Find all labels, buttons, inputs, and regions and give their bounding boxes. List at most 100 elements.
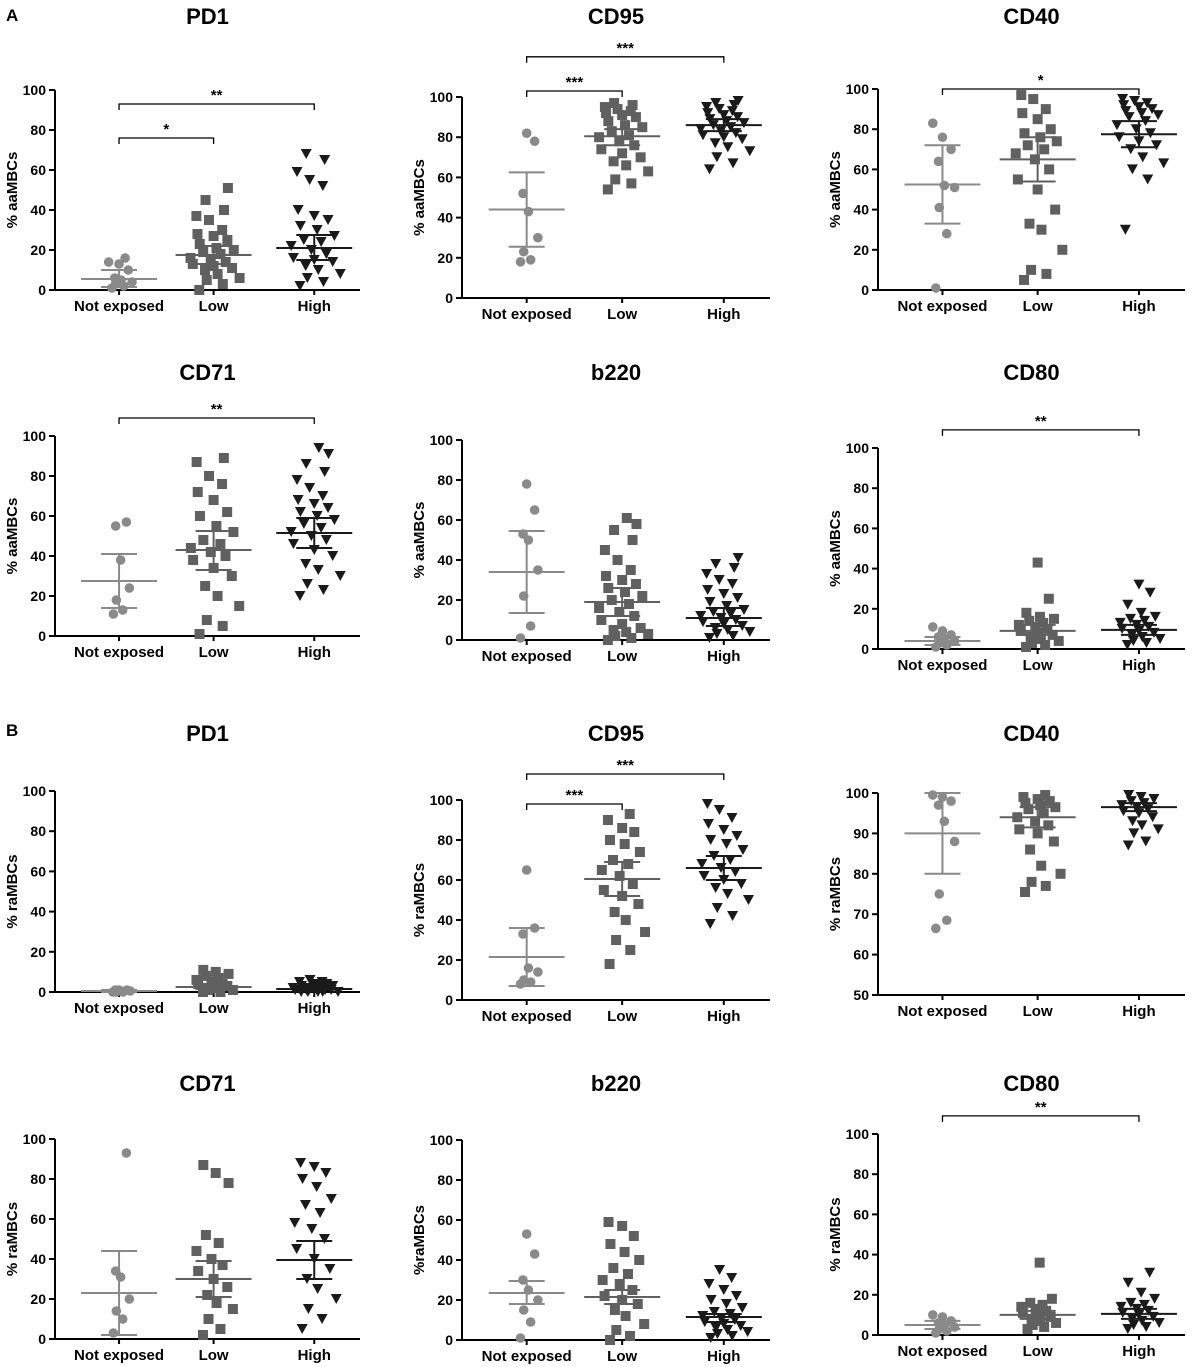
y-tick-label: 100 <box>846 785 870 801</box>
x-tick-label: High <box>707 1008 740 1025</box>
data-point <box>617 1221 628 1231</box>
y-tick-label: 100 <box>846 81 870 97</box>
data-point <box>193 1266 204 1276</box>
data-point <box>300 459 312 469</box>
data-point <box>1032 114 1043 125</box>
data-point <box>298 235 310 245</box>
y-tick-label: 40 <box>437 210 453 226</box>
data-point <box>732 96 744 107</box>
data-point <box>533 232 543 243</box>
data-point <box>201 275 212 285</box>
data-point <box>639 1319 650 1329</box>
y-tick-label: 0 <box>861 1327 869 1343</box>
significance-label: ** <box>211 401 223 418</box>
significance-label: *** <box>616 40 634 57</box>
data-point <box>206 1254 217 1264</box>
y-tick-label: 80 <box>853 866 869 882</box>
y-tick-label: 80 <box>853 1166 869 1182</box>
data-point <box>291 475 303 485</box>
significance-label: ** <box>1035 1099 1047 1116</box>
data-point <box>727 631 739 641</box>
data-point <box>623 859 634 869</box>
x-tick-label: Low <box>1023 657 1053 674</box>
data-point <box>212 591 223 601</box>
data-point <box>729 867 741 877</box>
data-point <box>614 1279 625 1289</box>
data-point <box>629 827 640 837</box>
data-point <box>1117 94 1129 105</box>
data-point <box>609 1305 620 1315</box>
data-point <box>744 146 756 157</box>
data-point <box>1036 860 1047 871</box>
y-tick-label: 60 <box>437 512 453 528</box>
significance-label: *** <box>566 787 584 804</box>
data-point <box>1128 1319 1140 1330</box>
data-point <box>313 443 325 453</box>
y-tick-label: 20 <box>853 601 869 617</box>
data-point <box>711 629 723 639</box>
data-point <box>312 565 324 575</box>
data-point <box>200 265 211 275</box>
data-point <box>1027 1319 1038 1330</box>
data-point <box>621 513 632 523</box>
data-point <box>300 149 312 159</box>
data-point <box>188 555 199 565</box>
data-point <box>1142 174 1154 185</box>
data-point <box>1130 124 1142 135</box>
data-point <box>1133 579 1145 590</box>
data-point <box>215 1324 226 1334</box>
significance-bracket <box>118 417 315 424</box>
data-point <box>316 976 328 987</box>
data-point <box>322 503 334 513</box>
data-point <box>525 255 536 265</box>
data-point <box>927 790 938 800</box>
data-point <box>1022 1323 1033 1334</box>
data-point <box>1024 615 1035 626</box>
y-tick-label: 0 <box>445 290 453 306</box>
data-point <box>624 1331 635 1341</box>
data-point <box>291 1244 303 1254</box>
y-tick-label: 100 <box>430 89 454 105</box>
data-point <box>1045 1311 1056 1322</box>
data-point <box>285 241 297 251</box>
data-point <box>1021 641 1032 652</box>
data-point <box>1053 635 1064 646</box>
data-point <box>219 205 229 215</box>
x-tick-label: Low <box>607 1348 637 1365</box>
x-tick-label: High <box>298 298 331 315</box>
data-point <box>1148 794 1160 805</box>
data-point <box>1012 174 1023 185</box>
section-b-label: B <box>6 721 19 740</box>
significance-label: * <box>163 121 169 138</box>
data-point <box>637 122 648 133</box>
data-point <box>115 555 126 565</box>
chart-title: CD95 <box>588 4 644 29</box>
chart-title: CD80 <box>1003 360 1059 385</box>
data-point <box>614 136 625 147</box>
data-point <box>621 627 632 637</box>
x-tick-label: Not exposed <box>482 1348 572 1365</box>
x-tick-label: Not exposed <box>74 298 164 315</box>
data-point <box>1149 611 1161 622</box>
x-tick-label: Low <box>1023 1343 1053 1360</box>
data-point <box>1118 100 1130 111</box>
data-point <box>1039 144 1050 155</box>
data-point <box>206 976 217 987</box>
data-point <box>1030 621 1041 632</box>
y-tick-label: 20 <box>853 242 869 258</box>
data-point <box>301 579 313 589</box>
data-point <box>594 603 605 613</box>
data-point <box>217 621 228 631</box>
y-tick-label: 100 <box>23 1131 47 1147</box>
data-point <box>640 927 651 937</box>
data-point <box>609 525 620 535</box>
data-point <box>695 124 707 135</box>
data-point <box>718 825 730 835</box>
data-point <box>529 1249 540 1259</box>
data-point <box>325 1194 337 1204</box>
data-point <box>721 601 733 611</box>
data-point <box>742 1327 754 1337</box>
data-point <box>627 100 638 111</box>
significance-label: *** <box>566 74 584 91</box>
data-point <box>194 511 205 521</box>
